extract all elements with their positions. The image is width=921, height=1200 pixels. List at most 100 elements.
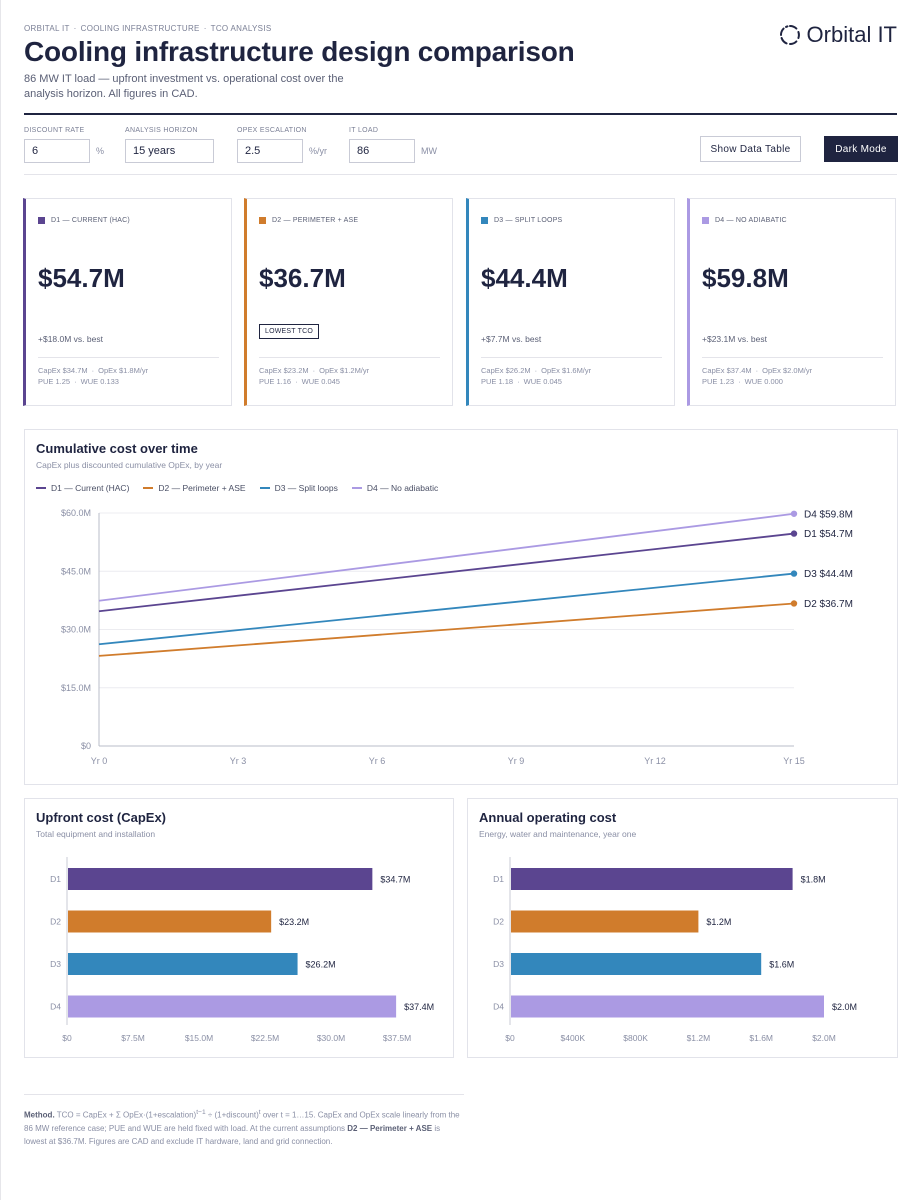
series-end-point-d3 (790, 570, 798, 577)
dot-separator: · (534, 366, 538, 375)
kpi-card-d4: D4 — NO ADIABATIC $59.8M +$23.1M vs. bes… (687, 198, 896, 406)
bar-d3 (511, 953, 762, 975)
breadcrumb-item: TCO ANALYSIS (210, 24, 272, 33)
discount-rate-control: DISCOUNT RATE % (24, 127, 104, 163)
y-tick-label: $15.0M (61, 683, 91, 693)
kpi-card-d3: D3 — SPLIT LOOPS $44.4M +$7.7M vs. best … (466, 198, 675, 406)
x-tick-label: Yr 15 (783, 756, 805, 766)
card-wue: WUE 0.045 (301, 377, 340, 386)
series-swatch (481, 217, 488, 224)
bar-value-label: $37.4M (404, 1002, 434, 1012)
x-tick-label: $7.5M (121, 1033, 145, 1043)
x-tick-label: $1.6M (749, 1033, 773, 1043)
card-label: D2 — PERIMETER + ASE (272, 217, 359, 224)
method-text: over t = 1…15. CapEx and OpEx scale line… (24, 1110, 460, 1133)
page-edge (0, 0, 1, 1200)
series-swatch (702, 217, 709, 224)
chart-subtitle: CapEx plus discounted cumulative OpEx, b… (36, 460, 223, 470)
dot-separator: · (755, 366, 759, 375)
lowest-tco-badge: LOWEST TCO (259, 324, 320, 339)
card-delta: +$18.0M vs. best (38, 334, 103, 344)
series-end-point-d4 (790, 510, 798, 517)
breadcrumb-item[interactable]: ORBITAL IT (24, 24, 70, 33)
card-label: D4 — NO ADIABATIC (715, 217, 787, 224)
card-label: D3 — SPLIT LOOPS (494, 217, 563, 224)
legend-item-d1[interactable]: D1 — Current (HAC) (36, 483, 129, 493)
breadcrumb-separator: · (73, 24, 77, 33)
legend-line (259, 487, 270, 489)
bar-d4 (511, 995, 824, 1018)
series-end-label: D1 $54.7M (804, 529, 853, 540)
bar-d4 (68, 995, 397, 1018)
header-divider (24, 113, 897, 115)
bar-value-label: $1.8M (801, 875, 826, 885)
dot-separator: · (517, 377, 520, 386)
formula-exponent: t (258, 1109, 261, 1116)
brand-logo[interactable]: Orbital IT (779, 22, 897, 48)
x-tick-label: $22.5M (251, 1033, 279, 1043)
legend-item-d3[interactable]: D3 — Split loops (259, 483, 338, 493)
series-end-point-d2 (790, 600, 798, 607)
category-label: D3 (493, 959, 504, 969)
card-pue: PUE 1.23 (702, 377, 735, 386)
x-tick-label: Yr 3 (230, 756, 247, 766)
card-capex: CapEx $34.7M (38, 366, 88, 375)
method-formula: ÷ (1+discount) (205, 1110, 259, 1120)
card-metrics: CapEx $37.4M · OpEx $2.0M/yr PUE 1.23 · WUE … (702, 365, 812, 387)
legend-label: D2 — Perimeter + ASE (158, 483, 246, 493)
it-load-control: IT LOAD MW (349, 127, 437, 163)
bar-d2 (68, 910, 272, 933)
orbit-ring-icon (779, 24, 800, 46)
card-wue: WUE 0.045 (523, 377, 562, 386)
card-total-cost: $54.7M (38, 263, 125, 293)
x-tick-label: $2.0M (812, 1033, 836, 1043)
show-data-table-button[interactable]: Show Data Table (700, 136, 801, 162)
cumulative-cost-chart: $0 $15.0M $30.0M $45.0M $60.0M Yr 0 Yr 3 Yr 6 Yr… (61, 508, 853, 766)
x-tick-label: $30.0M (317, 1033, 345, 1043)
x-tick-label: Yr 6 (369, 756, 386, 766)
kpi-card-d1: D1 — CURRENT (HAC) $54.7M +$18.0M vs. be… (23, 198, 232, 406)
chart-title: Upfront cost (CapEx) (36, 810, 166, 825)
category-label: D1 (493, 874, 504, 884)
chart-title: Cumulative cost over time (36, 441, 198, 456)
opex-bar-chart: $0 $400K $800K $1.2M $1.6M $2.0M D1 $1.8M D2 $1.2… (493, 857, 857, 1043)
opex-escalation-control: OPEX ESCALATION %/yr (237, 127, 327, 163)
card-pue: PUE 1.16 (259, 377, 292, 386)
card-opex: OpEx $1.2M/yr (319, 366, 370, 375)
legend-item-d2[interactable]: D2 — Perimeter + ASE (143, 483, 246, 493)
card-divider (481, 357, 662, 358)
chart-title: Annual operating cost (479, 810, 617, 825)
breadcrumb-item[interactable]: COOLING INFRASTRUCTURE (80, 24, 200, 33)
method-formula: TCO = CapEx + Σ OpEx·(1+escalation) (56, 1110, 197, 1120)
dot-separator: · (738, 377, 741, 386)
x-tick-label: $400K (561, 1033, 586, 1043)
bar-d1 (511, 868, 793, 890)
card-delta: +$7.7M vs. best (481, 334, 542, 344)
series-end-point-d1 (790, 530, 798, 537)
it-load-label: IT LOAD (349, 127, 379, 134)
discount-rate-input[interactable] (24, 139, 90, 163)
series-line-d1 (98, 532, 795, 613)
discount-rate-label: DISCOUNT RATE (24, 127, 85, 134)
card-wue: WUE 0.133 (80, 377, 119, 386)
method-note: Method. TCO = CapEx + Σ OpEx·(1+escalati… (24, 1106, 464, 1148)
it-load-input[interactable] (349, 139, 415, 163)
y-tick-label: $45.0M (61, 566, 91, 576)
legend-item-d4[interactable]: D4 — No adiabatic (351, 483, 438, 493)
card-pue: PUE 1.18 (481, 377, 514, 386)
opex-escalation-input[interactable] (237, 139, 303, 163)
best-design-name: D2 — Perimeter + ASE (347, 1123, 433, 1133)
dark-mode-button[interactable]: Dark Mode (824, 136, 898, 162)
analysis-horizon-input[interactable] (125, 139, 214, 163)
series-end-label: D2 $36.7M (804, 599, 853, 610)
card-total-cost: $44.4M (481, 263, 568, 293)
series-swatch (38, 217, 45, 224)
footer-divider (24, 1094, 464, 1095)
category-label: D2 (50, 917, 61, 927)
series-line-d4 (98, 512, 795, 602)
bar-d2 (511, 910, 699, 933)
breadcrumb-separator: · (203, 24, 207, 33)
bar-d3 (68, 953, 298, 975)
bar-d1 (68, 868, 373, 890)
bar-value-label: $1.2M (706, 917, 731, 927)
